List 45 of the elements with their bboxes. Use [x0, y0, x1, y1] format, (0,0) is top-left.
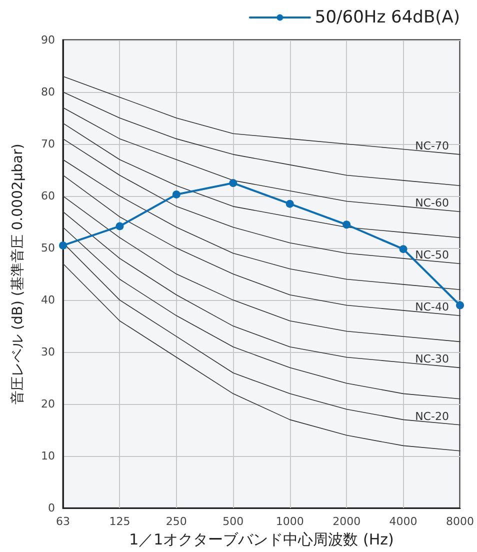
- line-series: [62, 92, 460, 186]
- x-tick-label: 125: [109, 515, 130, 528]
- line-series: [62, 211, 460, 368]
- y-tick-label: 40: [41, 294, 55, 307]
- y-tick-label: 90: [41, 34, 55, 46]
- y-tick-label: 60: [41, 190, 55, 203]
- point: [59, 241, 67, 250]
- x-tick-label: 4000: [389, 515, 418, 528]
- series-label: NC-60: [415, 196, 449, 210]
- y-tick-label: 20: [41, 398, 55, 411]
- y-tick-label: 80: [41, 86, 55, 99]
- line-series: [62, 76, 460, 155]
- line-series: [62, 138, 460, 264]
- line-series: [62, 196, 460, 342]
- point: [116, 222, 124, 230]
- series-label: NC-70: [415, 139, 449, 152]
- series-label: NC-50: [415, 248, 449, 262]
- x-tick-label: 1000: [276, 515, 304, 528]
- point: [286, 200, 294, 208]
- point: [342, 220, 351, 229]
- y-tick-label: 30: [41, 346, 55, 359]
- line-series: [62, 122, 460, 238]
- y-axis-title: 音圧レベル (dB) (基準音圧 0.0002μbar): [10, 144, 26, 404]
- x-tick-label: 8000: [446, 515, 474, 528]
- x-tick-label: 250: [166, 515, 187, 528]
- series-label: NC-40: [415, 300, 449, 314]
- x-tick-label: 500: [222, 515, 244, 528]
- y-tick-label: 10: [41, 450, 55, 463]
- series-label: NC-30: [415, 352, 449, 366]
- x-tick-label: 63: [56, 515, 70, 528]
- legend-label: 50/60Hz 64dB(A): [314, 8, 460, 28]
- series-label: NC-20: [415, 410, 449, 423]
- point: [172, 190, 180, 198]
- x-tick-label: 2000: [332, 515, 361, 528]
- y-tick-label: 50: [41, 242, 55, 255]
- line-series: [62, 263, 460, 452]
- line-series: [62, 159, 460, 290]
- x-axis-title: 1／1オクターブバンド中心周波数 (Hz): [129, 530, 394, 548]
- line-series: [62, 107, 460, 212]
- point: [229, 179, 238, 188]
- line-series: [62, 226, 460, 400]
- y-tick-label: 70: [41, 138, 55, 151]
- point: [399, 245, 408, 254]
- point: [456, 301, 464, 310]
- y-tick-label: 0: [48, 502, 55, 515]
